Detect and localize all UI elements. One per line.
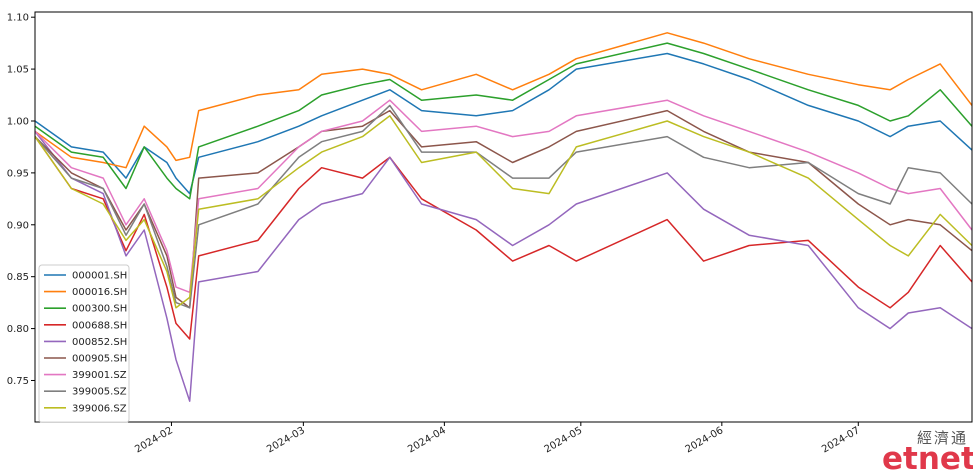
x-tick-label: 2024-06	[684, 425, 726, 455]
series-line-000300-sh	[34, 42, 973, 200]
x-tick-label: 2024-05	[543, 425, 585, 455]
legend-box	[38, 264, 130, 423]
series-line-000001-sh	[34, 52, 973, 195]
legend: 000001.SH 000016.SH 000300.SH 000688.SH 0008…	[38, 264, 130, 423]
x-tick-label: 2024-07	[820, 425, 862, 455]
legend-label: 000001.SH	[72, 271, 127, 282]
legend-label: 000016.SH	[72, 287, 127, 298]
x-axis: 2024-02 2024-03 2024-04 2024-05 2024-06 2024-…	[133, 422, 862, 455]
legend-label: 399005.SZ	[72, 387, 127, 398]
series-line-000016-sh	[34, 32, 973, 169]
y-tick-label: 1.10	[7, 13, 29, 24]
y-tick-label: 0.85	[7, 272, 29, 283]
legend-label: 000300.SH	[72, 304, 127, 315]
x-tick-label: 2024-02	[133, 425, 175, 455]
y-tick-label: 0.80	[7, 324, 29, 335]
y-tick-label: 1.00	[7, 116, 29, 127]
legend-label: 399006.SZ	[72, 403, 127, 414]
watermark: 經濟通 etnet	[882, 429, 973, 473]
y-axis: 0.75 0.80 0.85 0.90 0.95 1.00 1.05 1.10	[7, 13, 35, 387]
series-line-000852-sh	[34, 130, 973, 402]
legend-label: 000688.SH	[72, 320, 127, 331]
series-line-399006-sz	[34, 115, 973, 309]
series-line-000688-sh	[34, 136, 973, 340]
x-tick-label: 2024-03	[265, 425, 307, 455]
legend-label: 399001.SZ	[72, 370, 127, 381]
watermark-etnet-logo: etnet	[882, 441, 973, 473]
x-tick-label: 2024-04	[406, 425, 448, 455]
y-tick-label: 1.05	[7, 65, 29, 76]
series-line-399001-sz	[34, 99, 973, 294]
y-tick-label: 0.75	[7, 376, 29, 387]
series-line-399005-sz	[34, 104, 973, 309]
plot-frame	[34, 11, 973, 423]
y-tick-label: 0.90	[7, 220, 29, 231]
plot-lines	[34, 32, 973, 402]
legend-label: 000852.SH	[72, 337, 127, 348]
watermark-chinese-text: 經濟通	[917, 429, 968, 447]
y-tick-label: 0.95	[7, 168, 29, 179]
legend-label: 000905.SH	[72, 354, 127, 365]
series-line-000905-sh	[34, 109, 973, 309]
